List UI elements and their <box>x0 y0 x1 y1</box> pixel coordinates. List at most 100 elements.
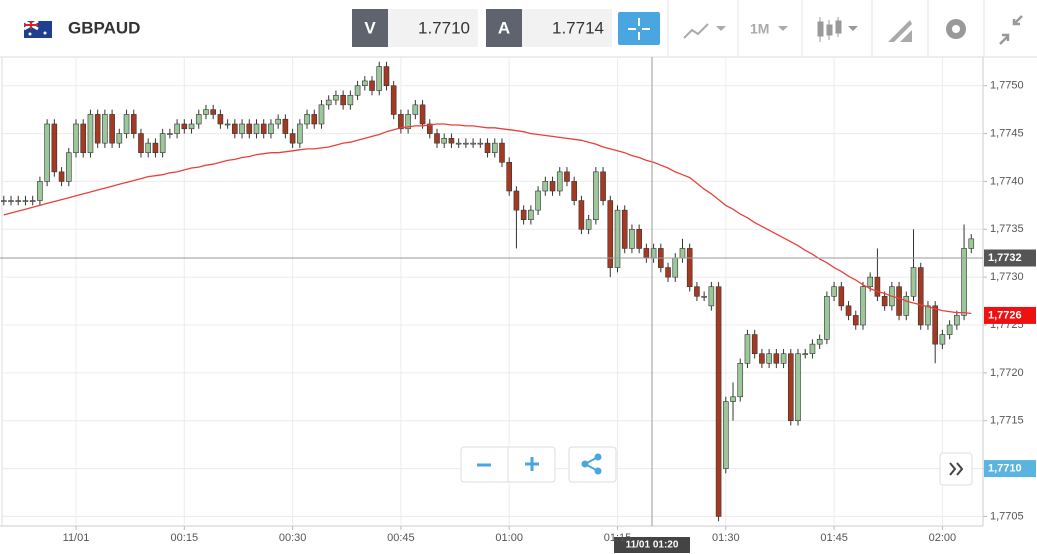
candle-body <box>398 114 404 130</box>
candle-body <box>376 66 383 91</box>
candle-body <box>874 276 881 297</box>
candle-body <box>102 114 108 144</box>
candle-body <box>174 123 180 134</box>
candle-body <box>426 123 433 134</box>
ma-price-tag-bg <box>984 306 1036 324</box>
crosshair-button[interactable] <box>618 12 660 45</box>
timeframe[interactable]: 1M <box>750 21 769 37</box>
x-tick-label: 00:30 <box>279 532 307 544</box>
crosshair-time-tag <box>614 537 690 553</box>
candle-body <box>867 276 874 288</box>
ask-button[interactable] <box>486 9 522 47</box>
candle-body <box>297 123 303 144</box>
candle-body <box>188 123 195 130</box>
settings-button[interactable] <box>946 19 966 39</box>
crosshair-time: 11/01 01:20 <box>626 540 679 551</box>
zoom-in[interactable] <box>525 457 539 471</box>
candle-body <box>181 123 188 130</box>
crosshair-price-tag: 1,7732 <box>988 252 1022 264</box>
scroll-right-button[interactable] <box>939 452 973 486</box>
candle-body <box>759 353 765 364</box>
candle-body <box>253 123 260 134</box>
candle-body <box>138 133 144 154</box>
candle-body <box>946 324 953 335</box>
candle-body <box>94 114 101 144</box>
candle-body <box>390 85 397 115</box>
candle-body <box>195 114 202 125</box>
candle-body <box>766 353 772 364</box>
share-button[interactable] <box>568 446 617 483</box>
candle-body <box>528 209 534 221</box>
candle-body <box>405 114 411 130</box>
candle-body <box>470 142 476 145</box>
candle-body <box>542 181 549 192</box>
candle-body <box>15 200 22 202</box>
y-tick-label: 1,7735 <box>990 223 1024 235</box>
x-tick-label: 01:45 <box>820 532 848 544</box>
chart-type-button[interactable] <box>817 17 858 42</box>
candle-body <box>722 401 729 469</box>
indicator-button[interactable] <box>683 23 726 39</box>
candle-body <box>145 142 151 154</box>
x-tick-label: 11/01 <box>63 532 90 544</box>
candle-body <box>535 190 541 211</box>
candle-body <box>694 286 700 297</box>
candle-body <box>961 248 967 316</box>
candle-body <box>816 339 823 345</box>
candle-body <box>607 200 614 268</box>
candle-body <box>621 209 628 249</box>
candle-body <box>434 133 440 144</box>
candle-body <box>585 219 592 230</box>
candle-body <box>636 228 642 249</box>
zoom-controls <box>460 446 617 483</box>
collapse-button[interactable] <box>999 15 1023 45</box>
candle-body <box>672 257 679 278</box>
candle-body <box>506 161 513 192</box>
candle-body <box>600 171 606 201</box>
candle-body <box>448 138 455 144</box>
candle-body <box>665 267 671 278</box>
candle-body <box>917 267 924 326</box>
candle-body <box>80 123 87 154</box>
candle-body <box>29 200 36 202</box>
bid-price: 1.7710 <box>418 18 470 37</box>
candle-body <box>246 123 253 134</box>
candle-body <box>513 190 520 211</box>
candle-body <box>751 334 758 355</box>
candle-body <box>203 109 209 115</box>
ask-box <box>522 9 612 47</box>
crosshair-price-tag-bg <box>984 249 1036 267</box>
toolbar-separators <box>667 0 985 57</box>
candle-body <box>715 286 722 517</box>
candle-body <box>383 66 390 87</box>
candle-body <box>275 118 281 125</box>
plot <box>0 57 983 526</box>
candle-body <box>304 114 310 125</box>
candle-body <box>845 305 852 316</box>
candle-body <box>954 315 960 326</box>
candle-body <box>795 353 801 422</box>
x-tick-label: 01:00 <box>495 532 523 544</box>
y-tick-label: 1,7745 <box>990 127 1024 139</box>
candle-body <box>932 305 938 345</box>
candle-body <box>109 114 115 144</box>
bid-button[interactable] <box>352 9 388 47</box>
y-tick-label: 1,7740 <box>990 175 1024 187</box>
bid-price-tag: 1,7710 <box>988 462 1022 474</box>
candle-body <box>629 228 635 249</box>
candle-body <box>744 334 751 364</box>
bid-label: V <box>364 18 376 37</box>
candle-body <box>708 286 715 307</box>
candle-body <box>484 142 491 154</box>
candle-body <box>939 334 946 345</box>
y-tick-label: 1,7720 <box>990 367 1024 379</box>
candle-body <box>773 353 780 364</box>
candle-body <box>361 80 368 87</box>
candle-body <box>232 123 238 134</box>
candle-body <box>925 305 931 326</box>
candle-body <box>463 142 469 145</box>
draw-button[interactable] <box>888 20 912 42</box>
candle-body <box>51 123 58 173</box>
x-tick-label: 00:45 <box>387 532 415 544</box>
